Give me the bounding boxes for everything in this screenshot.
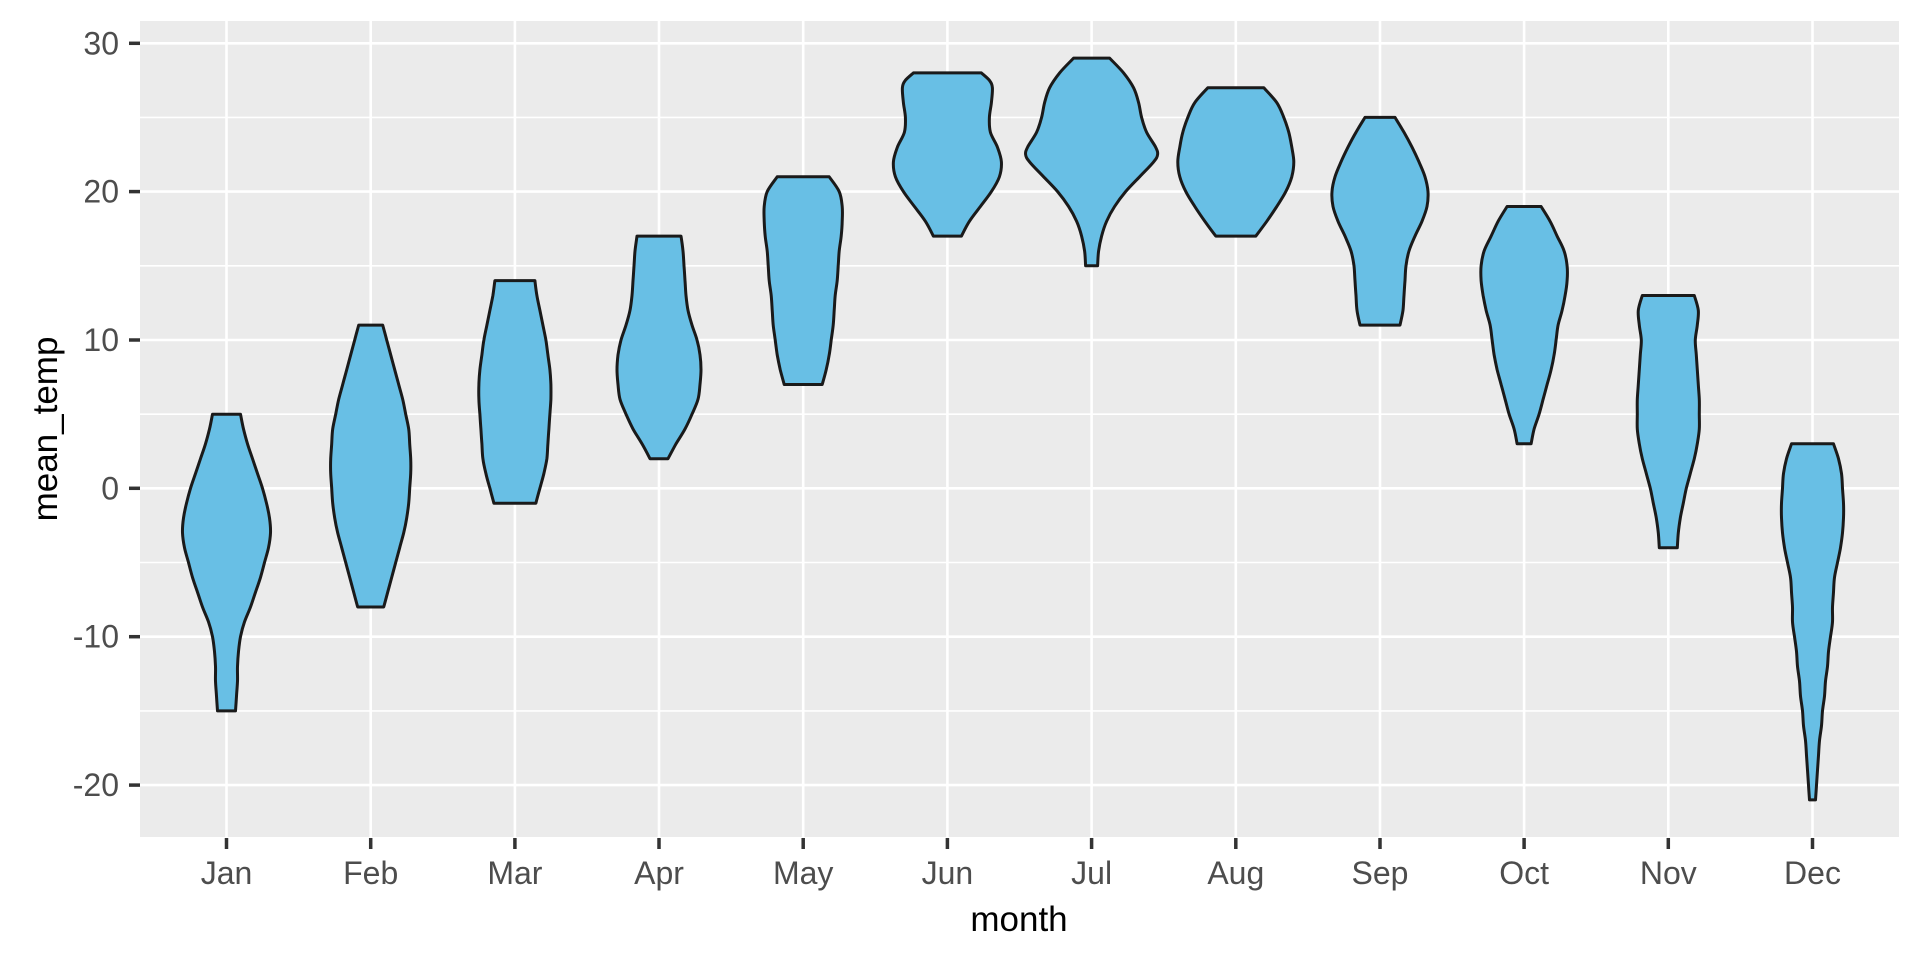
violin-may	[762, 175, 844, 386]
x-tick-label-jul: Jul	[1071, 855, 1112, 891]
x-tick-label-may: May	[773, 855, 833, 891]
x-tick-label-oct: Oct	[1499, 855, 1549, 891]
x-tick-label-mar: Mar	[487, 855, 542, 891]
violin-layer	[180, 56, 1846, 802]
x-axis-title: month	[970, 900, 1067, 939]
minor-gridlines	[140, 116, 1899, 712]
violin-dec	[1779, 442, 1846, 802]
y-tick-label-10: 10	[83, 322, 119, 358]
y-axis-title: mean_temp	[26, 337, 65, 522]
x-axis-tick-labels: Jan Feb Mar Apr May Jun Jul Aug Sep Oct Nov Dec	[201, 855, 1841, 891]
y-tick-label--20: -20	[73, 767, 119, 803]
violin-sep	[1330, 115, 1430, 327]
x-tick-label-nov: Nov	[1640, 855, 1697, 891]
x-tick-label-aug: Aug	[1207, 855, 1264, 891]
x-tick-label-apr: Apr	[634, 855, 684, 891]
violin-apr	[615, 234, 703, 461]
violin-jan	[180, 412, 273, 713]
violin-nov	[1635, 294, 1701, 550]
x-tick-label-dec: Dec	[1784, 855, 1841, 891]
violin-mar	[477, 279, 553, 505]
violin-oct	[1479, 205, 1569, 446]
plot-panel	[140, 21, 1899, 837]
violin-feb	[329, 323, 413, 609]
y-tick-label-20: 20	[83, 174, 119, 210]
x-tick-label-sep: Sep	[1352, 855, 1409, 891]
violin-jun	[891, 71, 1003, 238]
x-tick-label-feb: Feb	[343, 855, 398, 891]
y-tick-label--10: -10	[73, 619, 119, 655]
y-tick-label-0: 0	[101, 470, 119, 506]
x-tick-label-jun: Jun	[922, 855, 974, 891]
violin-jul	[1024, 56, 1160, 268]
x-tick-label-jan: Jan	[201, 855, 253, 891]
violin-aug	[1176, 86, 1296, 238]
axis-tick-marks	[129, 41, 1815, 849]
y-axis-tick-labels: 30 20 10 0 -10 -20	[73, 25, 119, 803]
y-tick-label-30: 30	[83, 25, 119, 61]
